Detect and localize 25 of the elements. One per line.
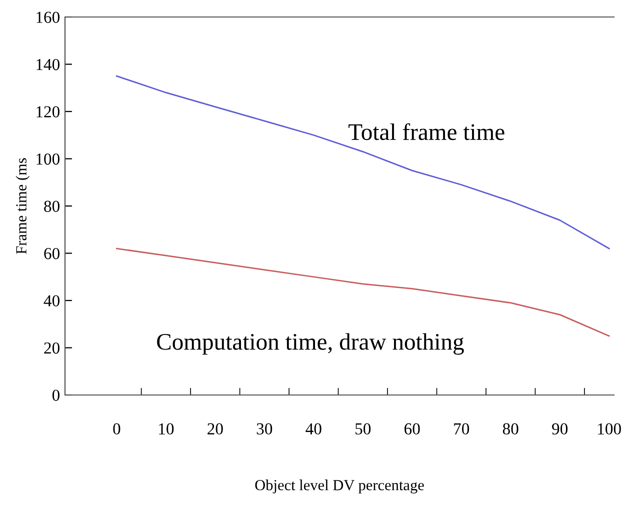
y-axis-title: Frame time (ms [16,158,30,254]
x-tick-label: 10 [159,423,174,435]
y-tick-label: 20 [44,342,60,354]
y-tick-label: 140 [36,58,60,70]
y-tick-label: 160 [36,12,60,23]
x-tick-label: 20 [208,423,223,435]
y-tick-label: 100 [36,153,60,165]
x-tick-label: 100 [598,423,621,435]
x-tick-label: 60 [404,423,420,435]
x-tick-label: 40 [306,423,322,435]
y-tick-label: 80 [44,200,60,212]
y-tick-label: 60 [44,248,60,260]
x-tick-label: 90 [552,423,568,435]
y-tick-label: 120 [36,106,60,118]
y-tick-label: 40 [44,295,60,306]
x-tick-label: 80 [502,423,518,435]
x-tick-label: 0 [113,423,120,435]
y-tick-label: 0 [52,390,60,401]
x-tick-label: 50 [356,423,371,435]
x-tick-label: 70 [454,423,470,435]
series-label: Computation time, draw nothing [157,333,464,355]
x-axis-title: Object level DV percentage [255,480,424,494]
x-tick-label: 30 [256,423,272,435]
series-label: Total frame time [348,123,504,140]
line-series [116,75,610,250]
